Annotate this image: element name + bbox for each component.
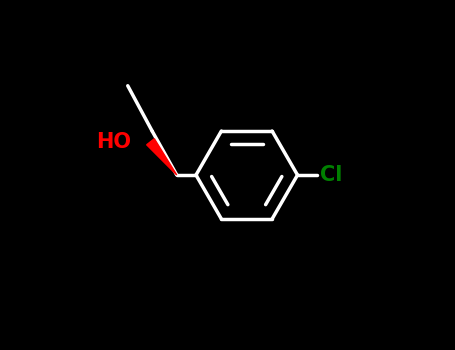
Text: HO: HO xyxy=(96,132,131,152)
Text: Cl: Cl xyxy=(320,165,343,185)
Polygon shape xyxy=(147,139,177,175)
